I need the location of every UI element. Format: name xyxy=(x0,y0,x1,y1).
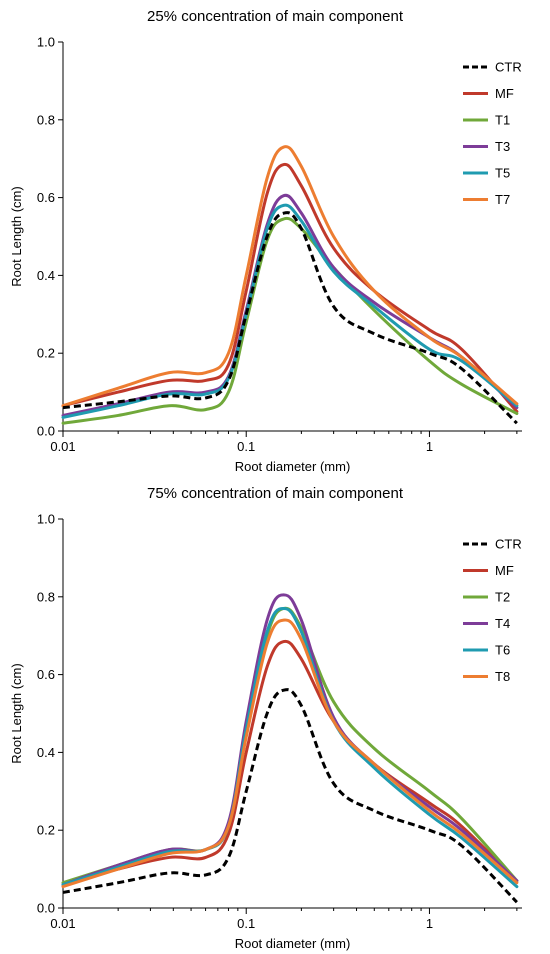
x-tick-label: 1 xyxy=(426,439,433,454)
series-line-t1 xyxy=(61,216,519,425)
series-line-mf xyxy=(61,639,519,887)
x-tick-label: 0.01 xyxy=(50,439,75,454)
series-line-t4 xyxy=(61,593,519,887)
y-tick-label: 1.0 xyxy=(37,35,55,50)
legend-label-t8: T8 xyxy=(495,669,510,684)
y-tick-label: 0.6 xyxy=(37,667,55,682)
series-line-t6 xyxy=(61,606,519,889)
x-tick-label: 0.1 xyxy=(237,916,255,931)
legend-label-t5: T5 xyxy=(495,166,510,181)
y-axis-label: Root Length (cm) xyxy=(9,663,24,763)
legend-label-t1: T1 xyxy=(495,113,510,128)
chart-25-percent: 25% concentration of main component0.00.… xyxy=(9,8,522,474)
legend-label-ctr: CTR xyxy=(495,537,522,552)
x-tick-label: 0.01 xyxy=(50,916,75,931)
series-line-t5 xyxy=(61,203,519,419)
legend-label-t3: T3 xyxy=(495,139,510,154)
legend-label-ctr: CTR xyxy=(495,60,522,75)
x-tick-label: 1 xyxy=(426,916,433,931)
chart-title: 25% concentration of main component xyxy=(147,8,404,25)
series-line-t2 xyxy=(61,606,519,885)
y-tick-label: 0.2 xyxy=(37,823,55,838)
series-line-ctr xyxy=(62,688,518,904)
y-tick-label: 0.2 xyxy=(37,346,55,361)
y-tick-label: 0.8 xyxy=(37,112,55,127)
legend-label-t2: T2 xyxy=(495,590,510,605)
x-axis-label: Root diameter (mm) xyxy=(235,936,351,951)
y-tick-label: 0.6 xyxy=(37,190,55,205)
y-axis-label: Root Length (cm) xyxy=(9,186,24,286)
series-line-mf xyxy=(61,162,519,414)
chart-75-percent: 75% concentration of main component0.00.… xyxy=(9,485,522,951)
y-tick-label: 0.4 xyxy=(37,268,55,283)
legend-label-mf: MF xyxy=(495,86,514,101)
x-tick-label: 0.1 xyxy=(237,439,255,454)
legend-label-t6: T6 xyxy=(495,643,510,658)
legend-label-mf: MF xyxy=(495,563,514,578)
y-tick-label: 0.4 xyxy=(37,745,55,760)
series-line-t8 xyxy=(61,618,519,889)
chart-title: 75% concentration of main component xyxy=(147,485,404,502)
x-axis-label: Root diameter (mm) xyxy=(235,459,351,474)
y-tick-label: 0.0 xyxy=(37,424,55,439)
legend-label-t7: T7 xyxy=(495,192,510,207)
y-tick-label: 1.0 xyxy=(37,512,55,527)
y-tick-label: 0.0 xyxy=(37,901,55,916)
legend-label-t4: T4 xyxy=(495,616,510,631)
series-line-ctr xyxy=(62,211,518,425)
series-line-t7 xyxy=(61,145,519,408)
y-tick-label: 0.8 xyxy=(37,589,55,604)
